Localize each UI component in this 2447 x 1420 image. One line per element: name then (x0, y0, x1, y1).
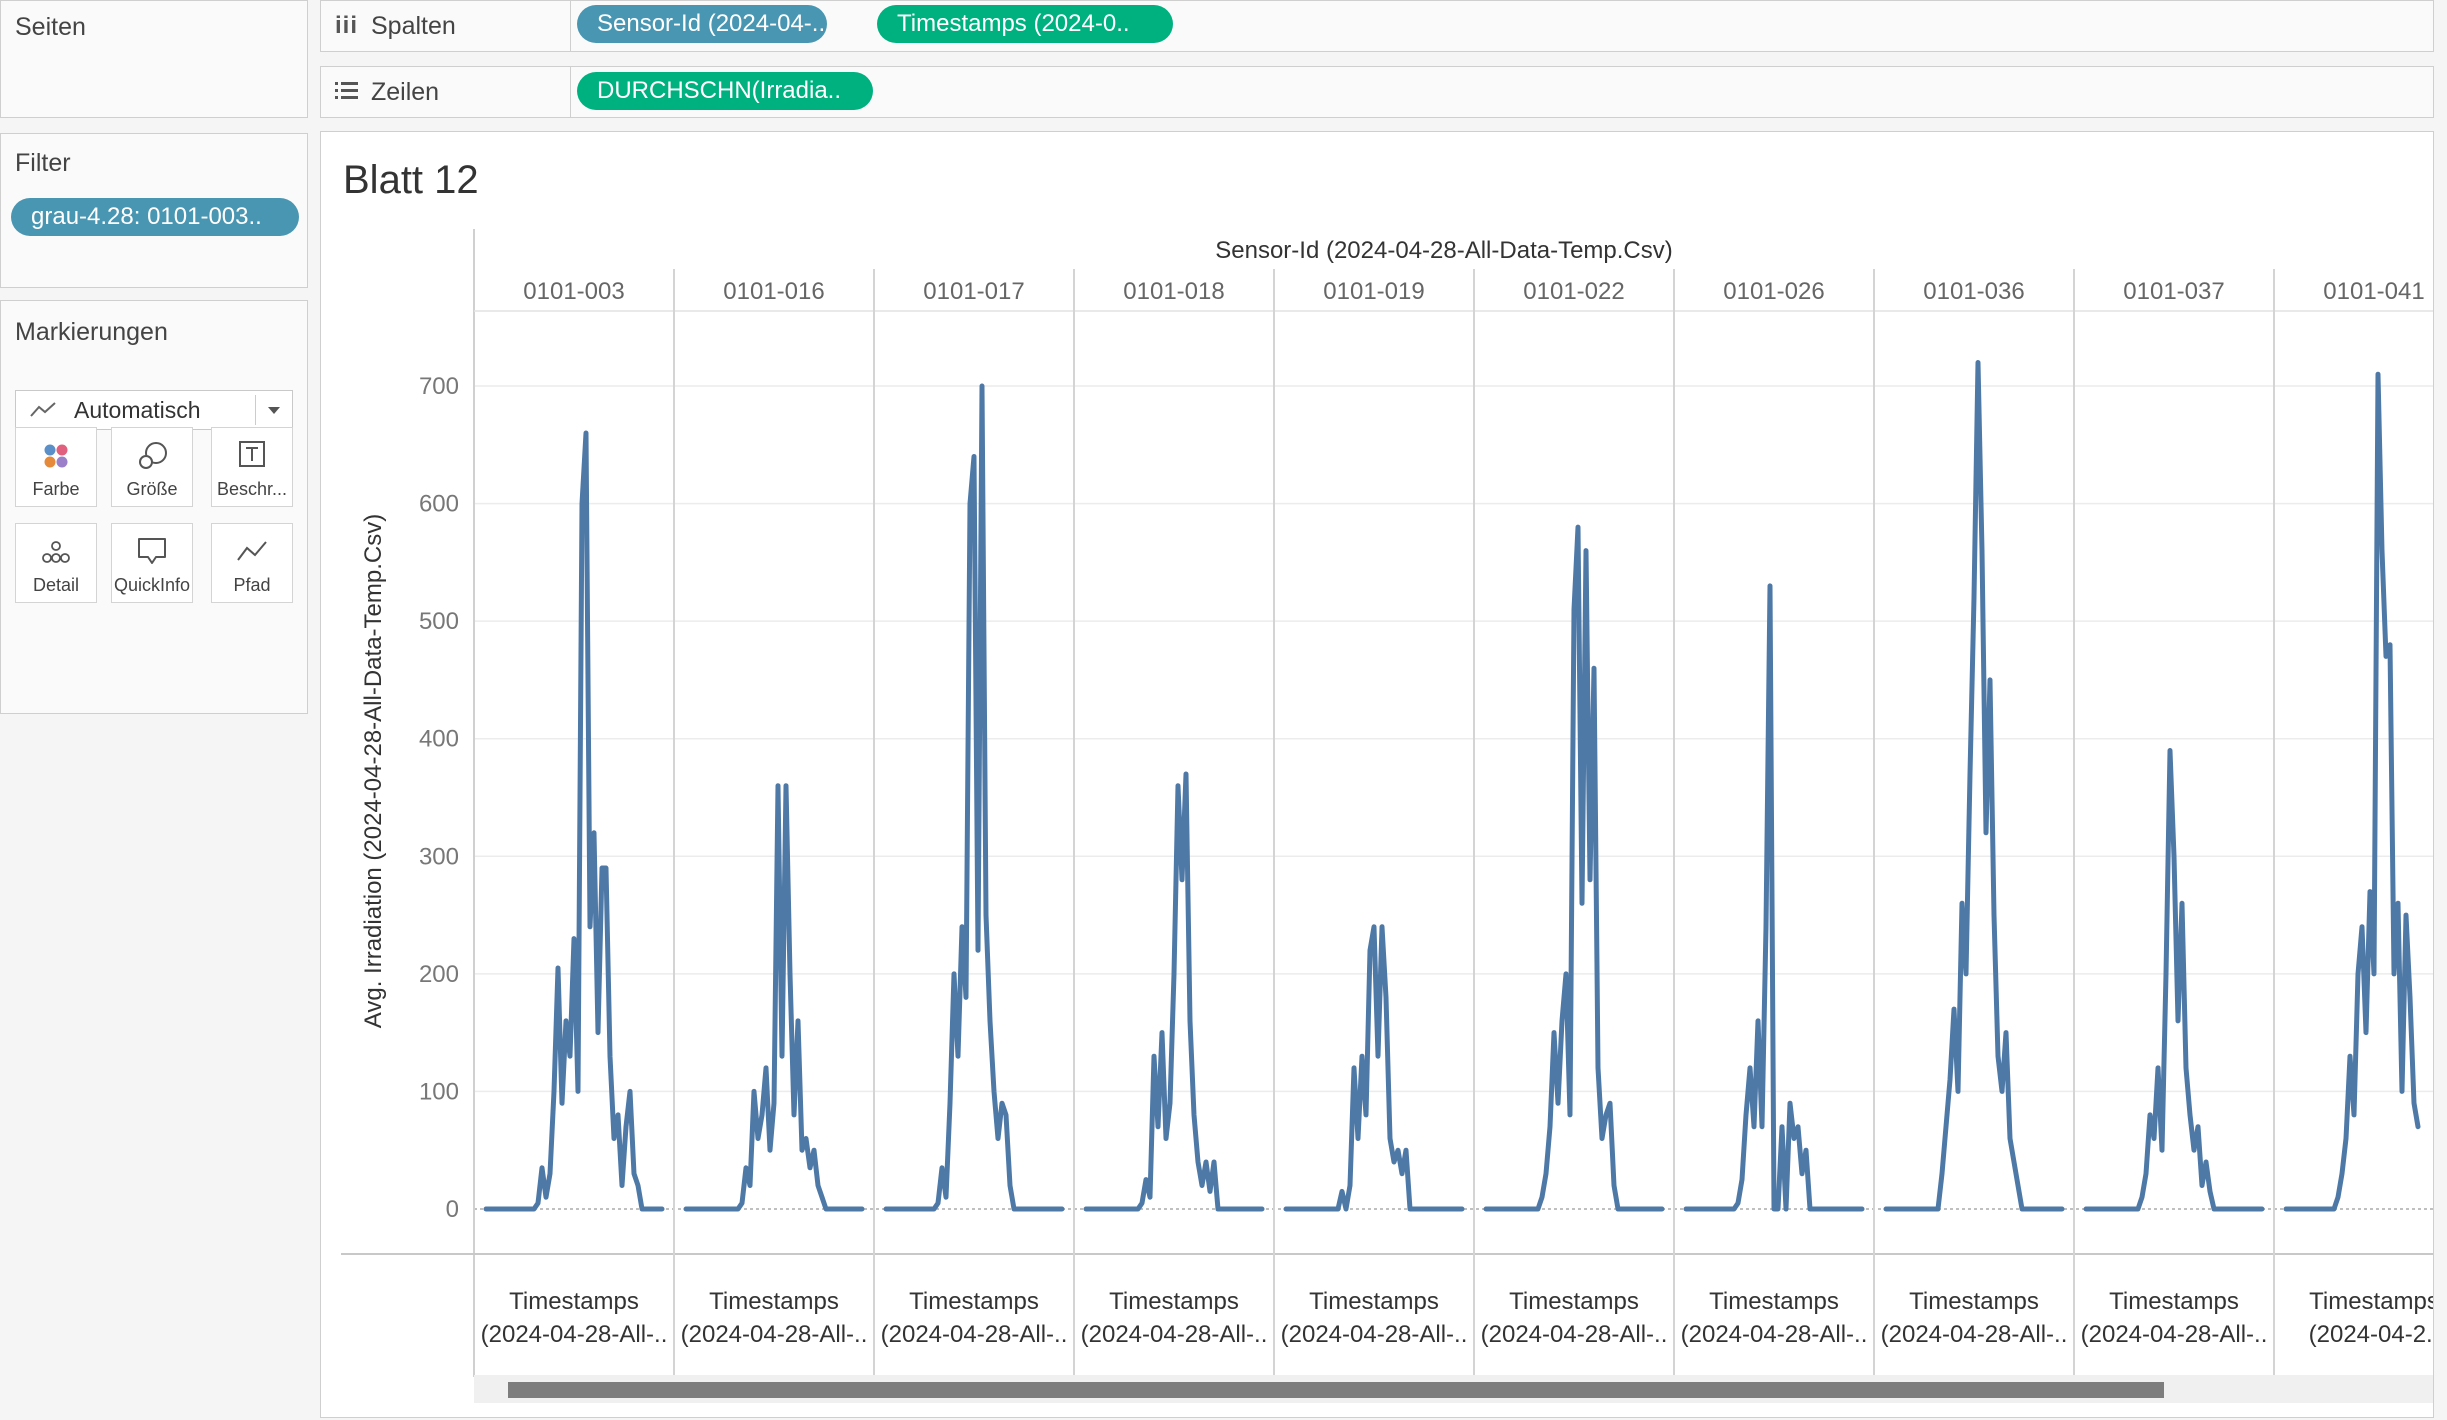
footer-label-line2: (2024-04-28-All-.. (1081, 1321, 1268, 1348)
rows-shelf[interactable]: Zeilen DURCHSCHN(Irradia.. (320, 66, 2434, 118)
columns-pill-timestamps[interactable]: Timestamps (2024-0.. (877, 5, 1173, 43)
footer-label-line2: (2024-04-28-All-.. (481, 1321, 668, 1348)
detail-dots-icon (42, 541, 70, 563)
footer-label-line2: (2024-04-28-All-.. (2081, 1321, 2268, 1348)
chevron-down-icon[interactable] (266, 405, 282, 415)
label-card-label: Beschr... (216, 479, 288, 499)
footer-label-line1: Timestamps (709, 1288, 839, 1315)
size-card-label: Größe (126, 479, 178, 499)
footer-label-line1: Timestamps (1709, 1288, 1839, 1315)
series-line-0101-019 (1283, 924, 1465, 1212)
footer-label-line1: Timestamps (909, 1288, 1039, 1315)
size-card[interactable]: Größe (111, 427, 193, 507)
column-header-0101-036: 0101-036 (1923, 278, 2024, 305)
tooltip-icon (138, 538, 166, 564)
y-axis-title: Avg. Irradiation (2024-04-28-All-Data-Te… (360, 514, 387, 1028)
series-line-0101-022 (1483, 524, 1665, 1212)
footer-label-line1: Timestamps (1309, 1288, 1439, 1315)
path-card-label: Pfad (233, 575, 271, 595)
rows-label: Zeilen (371, 78, 440, 106)
footer-label-line2: (2024-04-28-All-.. (881, 1321, 1068, 1348)
column-header-0101-041: 0101-041 (2323, 278, 2424, 305)
footer-label-line1: Timestamps (509, 1288, 639, 1315)
column-header-0101-037: 0101-037 (2123, 278, 2224, 305)
y-tick-label: 300 (419, 843, 459, 870)
marks-title: Markierungen (15, 318, 168, 346)
color-card[interactable]: Farbe (15, 427, 97, 507)
series-line-0101-037 (2083, 748, 2265, 1212)
dropdown-separator (255, 395, 256, 425)
y-tick-label: 600 (419, 491, 459, 518)
y-tick-label: 100 (419, 1078, 459, 1105)
columns-shelf-label: iii Spalten (321, 1, 571, 51)
trellis-line-chart[interactable]: 0 100 200 300 400 500 600 700 Avg. Irradiation (… (320, 131, 2434, 1418)
filter-title: Filter (15, 149, 71, 177)
column-header-0101-003: 0101-003 (523, 278, 624, 305)
color-dots-icon (44, 444, 68, 468)
series-line-0101-041 (2283, 371, 2421, 1212)
series-line-0101-026 (1683, 583, 1865, 1212)
sheet-view[interactable]: Blatt 12 0 100 200 300 400 500 600 700 Avg. Irra… (320, 131, 2434, 1418)
series-line-0101-018 (1083, 771, 1265, 1212)
footer-label-line2: (2024-04-2.. (2309, 1321, 2434, 1348)
footer-label-line1: Timestamps (1509, 1288, 1639, 1315)
column-header-title: Sensor-Id (2024-04-28-All-Data-Temp.Csv) (1215, 237, 1673, 264)
marks-panel[interactable]: Markierungen Automatisch Farbe Größe Bes… (0, 300, 308, 714)
column-header-0101-026: 0101-026 (1723, 278, 1824, 305)
y-tick-label: 0 (446, 1196, 459, 1223)
rows-pill-irradiation[interactable]: DURCHSCHN(Irradia.. (577, 72, 873, 110)
text-label-icon (239, 441, 265, 467)
series-line-0101-003 (483, 430, 665, 1212)
rows-icon (335, 82, 358, 99)
y-tick-label: 400 (419, 726, 459, 753)
footer-label-line2: (2024-04-28-All-.. (1681, 1321, 1868, 1348)
footer-label-line1: Timestamps (2109, 1288, 2239, 1315)
mark-type-dropdown[interactable]: Automatisch (15, 390, 293, 430)
detail-card-label: Detail (32, 575, 80, 595)
line-mark-icon (30, 402, 56, 417)
column-header-0101-018: 0101-018 (1123, 278, 1224, 305)
columns-pill-sensor[interactable]: Sensor-Id (2024-04-.. (577, 5, 827, 43)
columns-label: Spalten (371, 12, 456, 40)
column-header-0101-019: 0101-019 (1323, 278, 1424, 305)
color-card-label: Farbe (32, 479, 80, 499)
size-circles-icon (139, 442, 167, 469)
label-card[interactable]: Beschr... (211, 427, 293, 507)
footer-label-line1: Timestamps (1909, 1288, 2039, 1315)
footer-label-line2: (2024-04-28-All-.. (1481, 1321, 1668, 1348)
sheet-title: Blatt 12 (343, 158, 479, 202)
scrollbar-thumb[interactable] (508, 1382, 2164, 1398)
y-tick-label: 200 (419, 961, 459, 988)
footer-label-line1: Timestamps (1109, 1288, 1239, 1315)
column-header-0101-016: 0101-016 (723, 278, 824, 305)
column-header-0101-017: 0101-017 (923, 278, 1024, 305)
footer-label-line2: (2024-04-28-All-.. (681, 1321, 868, 1348)
tooltip-card-label: QuickInfo (113, 575, 191, 595)
column-header-0101-022: 0101-022 (1523, 278, 1624, 305)
filter-panel[interactable]: Filter grau-4.28: 0101-003.. (0, 133, 308, 288)
y-tick-label: 700 (419, 373, 459, 400)
footer-label-line2: (2024-04-28-All-.. (1281, 1321, 1468, 1348)
series-line-0101-036 (1883, 360, 2065, 1212)
rows-shelf-label: Zeilen (321, 67, 571, 117)
pages-title: Seiten (15, 13, 86, 41)
path-card[interactable]: Pfad (211, 523, 293, 603)
tooltip-card[interactable]: QuickInfo (111, 523, 193, 603)
path-line-icon (237, 541, 267, 561)
columns-shelf[interactable]: iii Spalten Sensor-Id (2024-04-.. Timest… (320, 0, 2434, 52)
columns-icon: iii (335, 12, 359, 39)
detail-card[interactable]: Detail (15, 523, 97, 603)
footer-label-line2: (2024-04-28-All-.. (1881, 1321, 2068, 1348)
y-tick-label: 500 (419, 608, 459, 635)
filter-pill[interactable]: grau-4.28: 0101-003.. (11, 198, 299, 236)
footer-label-line1: Timestamps (2309, 1288, 2434, 1315)
series-line-0101-017 (883, 383, 1065, 1212)
series-line-0101-016 (683, 783, 865, 1212)
pages-panel[interactable]: Seiten (0, 0, 308, 118)
mark-type-label: Automatisch (74, 397, 201, 423)
